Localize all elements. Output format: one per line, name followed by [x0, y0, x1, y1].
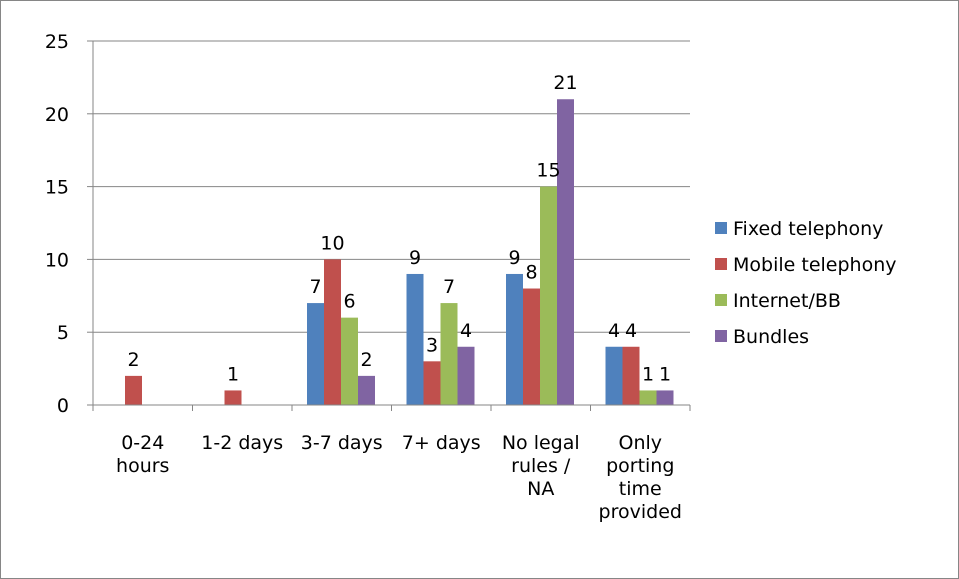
data-label: 9	[508, 247, 520, 269]
bar	[523, 288, 540, 405]
data-label: 10	[320, 232, 344, 254]
bar	[540, 186, 557, 405]
y-tick-label: 10	[45, 249, 69, 271]
x-tick-label: 7+ days	[402, 432, 481, 454]
x-tick-label: 3-7 days	[301, 432, 383, 454]
data-label: 6	[343, 291, 355, 313]
data-label: 2	[360, 349, 372, 371]
legend-label: Bundles	[733, 326, 809, 348]
data-label: 9	[409, 247, 421, 269]
bar	[423, 361, 441, 405]
legend-swatch	[715, 294, 727, 306]
bar	[440, 303, 458, 405]
data-label: 4	[460, 320, 472, 342]
data-label: 1	[659, 363, 671, 385]
bar	[307, 303, 324, 405]
legend: Fixed telephony Mobile telephony Internet/…	[715, 218, 897, 348]
x-tick-label: No legal rules / NA	[502, 432, 580, 500]
bar	[341, 317, 358, 405]
bar	[656, 390, 674, 405]
x-tick-label: Only porting time provided	[599, 432, 682, 523]
bar	[457, 346, 475, 405]
data-label: 7	[443, 276, 455, 298]
data-label: 7	[309, 276, 321, 298]
bar	[605, 346, 623, 405]
axes: 0 5 10 15 20 25 0-24 hours 1-2 days 3-7 days 7+ da…	[45, 31, 691, 523]
data-label: 8	[525, 262, 537, 284]
bar	[324, 259, 341, 405]
legend-swatch	[715, 258, 727, 270]
y-tick-label: 5	[57, 322, 69, 344]
legend-swatch	[715, 330, 727, 342]
y-tick-label: 25	[45, 31, 69, 53]
y-tick-label: 20	[45, 104, 69, 126]
data-label: 4	[608, 320, 620, 342]
legend-label: Mobile telephony	[733, 254, 897, 276]
y-tick-label: 0	[57, 395, 69, 417]
bar	[622, 346, 640, 405]
legend-label: Fixed telephony	[733, 218, 883, 240]
bar	[639, 390, 657, 405]
bar	[557, 99, 574, 406]
bars	[125, 99, 674, 406]
bar	[125, 375, 142, 405]
bar	[506, 273, 523, 405]
data-label: 4	[625, 320, 637, 342]
bar	[224, 390, 242, 405]
x-tick-label: 1-2 days	[201, 432, 283, 454]
bar	[358, 375, 375, 405]
x-tick-label: 0-24 hours	[116, 432, 169, 477]
data-label: 21	[553, 72, 577, 94]
bar	[406, 273, 424, 405]
data-label: 2	[127, 349, 139, 371]
legend-label: Internet/BB	[733, 290, 841, 312]
y-tick-label: 15	[45, 177, 69, 199]
data-label: 1	[227, 363, 239, 385]
legend-swatch	[715, 222, 727, 234]
data-label: 3	[426, 334, 438, 356]
data-label: 1	[642, 363, 654, 385]
data-label: 15	[536, 160, 560, 182]
gridlines	[93, 40, 690, 333]
